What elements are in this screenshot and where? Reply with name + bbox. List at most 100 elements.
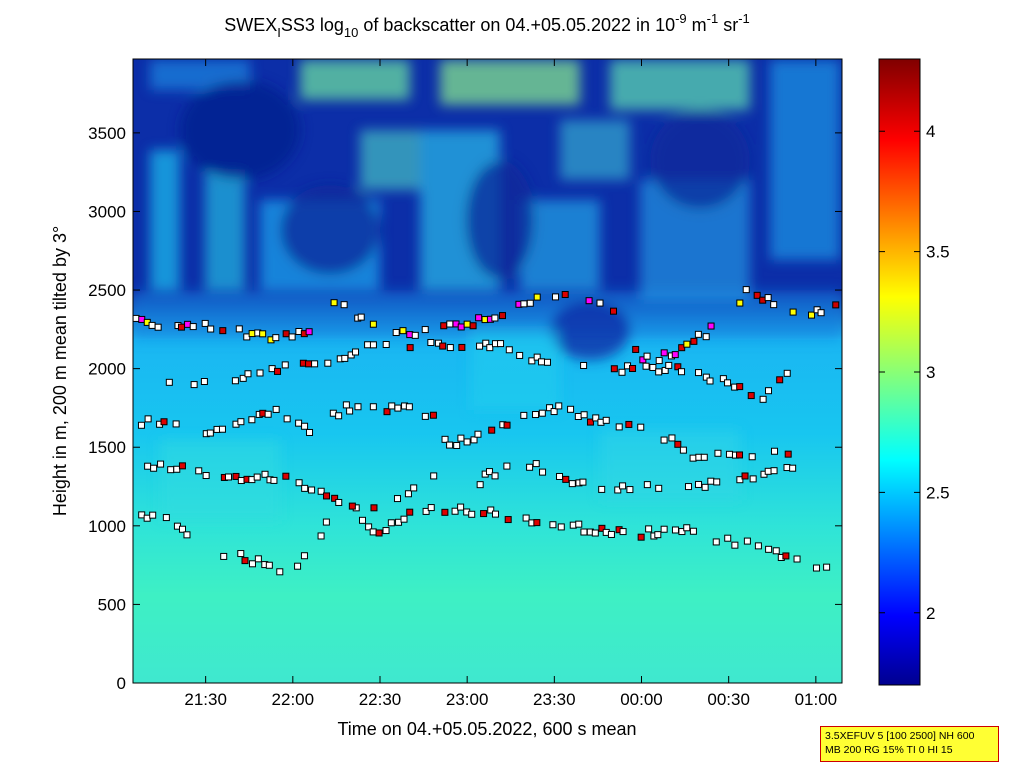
layer-marker: [637, 533, 645, 541]
layer-marker: [661, 366, 669, 374]
layer-marker: [446, 441, 454, 449]
info-line-1: 3.5XEFUV 5 [100 2500] NH 600: [825, 730, 975, 742]
layer-marker: [602, 416, 610, 424]
x-tick-label: 22:30: [359, 690, 402, 709]
layer-marker: [276, 568, 284, 576]
layer-marker: [405, 403, 413, 411]
layer-marker: [232, 472, 240, 480]
layer-marker: [610, 365, 618, 373]
layer-marker: [497, 340, 505, 348]
layer-marker: [421, 326, 429, 334]
layer-marker: [671, 526, 679, 534]
colorbar-tick-label: 2: [926, 604, 935, 623]
layer-marker: [331, 494, 339, 502]
layer-marker: [469, 322, 477, 330]
layer-marker: [683, 340, 691, 348]
layer-marker: [591, 529, 599, 537]
layer-marker: [200, 378, 208, 386]
layer-marker: [281, 361, 289, 369]
layer-marker: [486, 344, 494, 352]
layer-marker: [487, 506, 495, 514]
heatmap-plot-area: [133, 59, 842, 683]
layer-marker: [308, 486, 316, 494]
y-tick-label: 0: [117, 674, 126, 693]
layer-marker: [700, 453, 708, 461]
layer-marker: [172, 420, 180, 428]
layer-marker: [516, 351, 524, 359]
layer-marker: [808, 311, 816, 319]
layer-marker: [526, 463, 534, 471]
layer-marker: [532, 411, 540, 419]
layer-marker: [528, 357, 536, 365]
layer-marker: [237, 418, 245, 426]
layer-marker: [231, 377, 239, 385]
layer-marker: [330, 299, 338, 307]
layer-marker: [526, 299, 534, 307]
layer-marker: [789, 464, 797, 472]
layer-marker: [446, 344, 454, 352]
layer-marker: [736, 299, 744, 307]
layer-marker: [248, 416, 256, 424]
layer-marker: [719, 375, 727, 383]
colorbar-tick-label: 2.5: [926, 483, 950, 502]
layer-marker: [538, 358, 546, 366]
layer-marker: [632, 345, 640, 353]
layer-marker: [488, 426, 496, 434]
layer-marker: [782, 552, 790, 560]
layer-marker: [678, 368, 686, 376]
layer-marker: [491, 314, 499, 322]
layer-marker: [503, 421, 511, 429]
y-axis: 0 500 1000 1500 2000 2500 3000 3500: [88, 124, 842, 693]
layer-marker: [655, 368, 663, 376]
layer-marker: [575, 520, 583, 528]
layer-marker: [533, 293, 541, 301]
x-tick-label: 00:30: [707, 690, 750, 709]
layer-marker: [335, 498, 343, 506]
processing-info-box: 3.5XEFUV 5 [100 2500] NH 600 MB 200 RG 1…: [820, 726, 999, 762]
layer-marker: [254, 555, 262, 563]
layer-marker: [749, 475, 757, 483]
layer-marker: [248, 560, 256, 568]
layer-marker: [538, 409, 546, 417]
layer-marker: [520, 411, 528, 419]
layer-marker: [607, 530, 615, 538]
layer-marker: [458, 343, 466, 351]
layer-marker: [742, 286, 750, 294]
layer-marker: [695, 480, 703, 488]
layer-marker: [695, 369, 703, 377]
layer-marker: [817, 309, 825, 317]
layer-marker: [615, 423, 623, 431]
layer-marker: [712, 538, 720, 546]
layer-marker: [660, 525, 668, 533]
layer-marker: [678, 528, 686, 536]
layer-marker: [295, 419, 303, 427]
detected-layer-markers: [133, 286, 840, 576]
layer-marker: [743, 537, 751, 545]
layer-marker: [784, 450, 792, 458]
layer-marker: [789, 308, 797, 316]
layer-marker: [499, 312, 507, 320]
layer-marker: [793, 555, 801, 563]
layer-marker: [702, 373, 710, 381]
layer-marker: [614, 486, 622, 494]
colorbar: [879, 59, 920, 685]
layer-marker: [596, 299, 604, 307]
layer-marker: [300, 552, 308, 560]
layer-marker: [206, 429, 214, 437]
layer-marker: [522, 514, 530, 522]
layer-marker: [306, 428, 314, 436]
x-tick-label: 00:00: [620, 690, 663, 709]
layer-marker: [393, 495, 401, 503]
layer-marker: [702, 333, 710, 341]
layer-marker: [352, 348, 360, 356]
layer-marker: [382, 340, 390, 348]
layer-marker: [520, 300, 528, 308]
layer-marker: [394, 404, 402, 412]
layer-marker: [660, 349, 668, 357]
layer-marker: [592, 414, 600, 422]
layer-marker: [783, 369, 791, 377]
layer-marker: [690, 337, 698, 345]
layer-marker: [823, 563, 831, 571]
layer-marker: [475, 314, 483, 322]
layer-marker: [714, 449, 722, 457]
